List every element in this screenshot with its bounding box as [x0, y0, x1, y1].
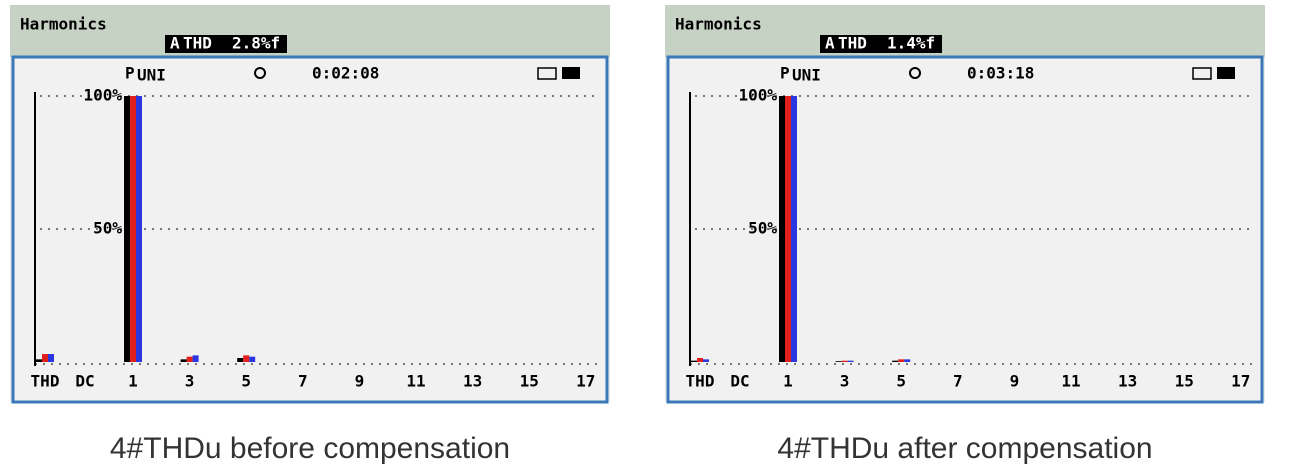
- bar: [249, 356, 256, 362]
- thd-box: [165, 35, 287, 53]
- status-icon: [537, 67, 557, 80]
- y-tick-label: 100%: [83, 86, 122, 105]
- bar: [243, 355, 250, 362]
- timer: 0:02:08: [312, 64, 379, 83]
- bar: [779, 96, 785, 362]
- timer: 0:03:18: [967, 64, 1034, 83]
- x-tick-label: 9: [1010, 372, 1020, 391]
- x-tick-label: 1: [783, 372, 793, 391]
- y-tick-label: 50%: [93, 219, 122, 238]
- x-tick-label: 3: [840, 372, 850, 391]
- bar: [136, 96, 142, 362]
- bar: [691, 360, 697, 362]
- bar: [42, 354, 48, 362]
- header-band: [10, 5, 610, 57]
- bar: [898, 359, 905, 362]
- thd-label: THD: [183, 34, 212, 53]
- header-band: [665, 5, 1265, 57]
- x-tick-label: 15: [520, 372, 539, 391]
- bar: [697, 358, 703, 362]
- timer-icon: [254, 67, 266, 79]
- x-tick-label: 7: [953, 372, 963, 391]
- x-tick-label: 13: [463, 372, 482, 391]
- bar: [192, 355, 199, 362]
- thd-label: THD: [838, 34, 867, 53]
- x-tick-label: 5: [896, 372, 906, 391]
- bar: [847, 360, 854, 362]
- battery-icon: [1217, 67, 1235, 79]
- bar: [180, 359, 187, 362]
- bar: [892, 360, 899, 362]
- thd-box: [820, 35, 942, 53]
- y-tick-label: 50%: [748, 219, 777, 238]
- x-tick-label: 17: [1231, 372, 1250, 391]
- header-title: Harmonics: [20, 15, 107, 34]
- header-title: Harmonics: [675, 15, 762, 34]
- caption: 4#THDu before compensation: [110, 432, 510, 465]
- thd-value: 1.4%f: [887, 34, 935, 53]
- bar: [785, 96, 791, 362]
- bar: [237, 358, 244, 362]
- bar: [904, 359, 911, 362]
- mode: P: [780, 64, 790, 83]
- x-tick-label: THD: [31, 372, 60, 391]
- x-tick-label: 11: [406, 372, 425, 391]
- x-tick-label: 5: [241, 372, 251, 391]
- bar: [124, 96, 130, 362]
- bar: [703, 359, 709, 362]
- timer-icon: [909, 67, 921, 79]
- bar: [841, 360, 848, 362]
- caption: 4#THDu after compensation: [777, 432, 1152, 465]
- thd-value: 2.8%f: [232, 34, 280, 53]
- battery-icon: [562, 67, 580, 79]
- x-tick-label: 17: [576, 372, 595, 391]
- x-tick-label: DC: [730, 372, 749, 391]
- bar: [48, 354, 54, 362]
- x-tick-label: 7: [298, 372, 308, 391]
- y-tick-label: 100%: [738, 86, 777, 105]
- mode-sub: UNI: [137, 66, 166, 85]
- mode-sub: UNI: [792, 66, 821, 85]
- bar: [186, 356, 193, 362]
- x-tick-label: 15: [1175, 372, 1194, 391]
- x-tick-label: 11: [1061, 372, 1080, 391]
- x-tick-label: 9: [355, 372, 365, 391]
- x-tick-label: 13: [1118, 372, 1137, 391]
- x-tick-label: DC: [75, 372, 94, 391]
- x-tick-label: 3: [185, 372, 195, 391]
- thd-phase: A: [170, 34, 180, 53]
- thd-phase: A: [825, 34, 835, 53]
- x-tick-label: 1: [128, 372, 138, 391]
- bar: [36, 359, 42, 362]
- bar: [791, 96, 797, 362]
- status-icon: [1192, 67, 1212, 80]
- bar: [130, 96, 136, 362]
- x-tick-label: THD: [686, 372, 715, 391]
- mode: P: [125, 64, 135, 83]
- bar: [835, 361, 842, 362]
